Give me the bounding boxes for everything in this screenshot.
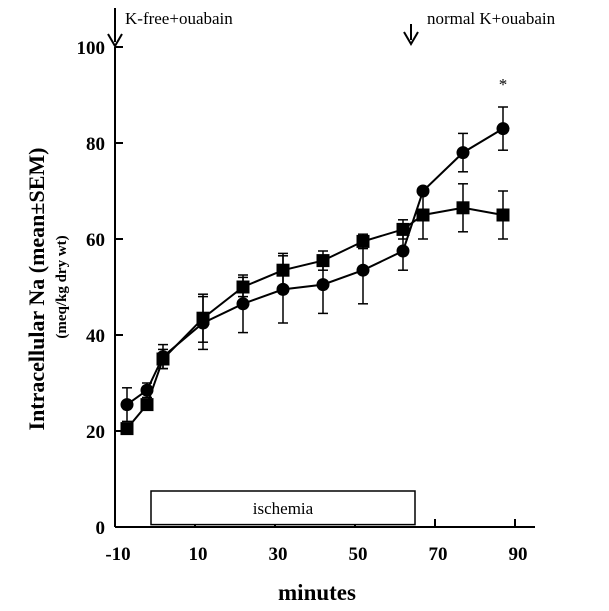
arrow-right-label: normal K+ouabain — [427, 9, 556, 28]
y-tick-label: 60 — [86, 230, 105, 251]
data-point-square — [316, 254, 330, 268]
series-1 — [120, 106, 510, 423]
data-point-square — [396, 222, 410, 236]
data-point-square — [236, 280, 250, 294]
series-group — [120, 106, 510, 436]
x-tick-label: 70 — [429, 544, 448, 565]
data-point-circle — [456, 146, 470, 160]
data-point-square — [156, 352, 170, 366]
data-point-square — [356, 234, 370, 248]
data-point-square — [196, 311, 210, 325]
y-axis-title-main: Intracellular Na (mean±SEM) — [24, 148, 49, 431]
data-point-square — [140, 398, 154, 412]
ischemia-bar — [150, 490, 416, 526]
x-tick-label: 30 — [269, 544, 288, 565]
ischemia-label: ischemia — [253, 499, 314, 518]
y-tick-label: 20 — [86, 422, 105, 443]
series-line — [126, 127, 504, 406]
y-tick-label: 80 — [86, 134, 105, 155]
y-tick-label: 100 — [77, 38, 106, 59]
tick-group: 0 20 40 60 80 100 -10 10 30 50 70 90 — [77, 38, 528, 565]
x-tick-label: 10 — [189, 544, 208, 565]
arrow-left-label: K-free+ouabain — [125, 9, 233, 28]
data-point-square — [496, 208, 510, 222]
significance-asterisk: * — [499, 75, 508, 94]
arrow-right-icon — [403, 24, 419, 46]
data-point-circle — [236, 297, 250, 311]
series-line — [126, 206, 504, 430]
arrow-head — [107, 33, 123, 48]
data-point-square — [276, 263, 290, 277]
x-axis-title: minutes — [278, 580, 356, 605]
data-point-circle — [396, 244, 410, 258]
y-tick-label: 0 — [96, 518, 106, 539]
data-point-square — [120, 422, 134, 436]
annotation-group: K-free+ouabain normal K+ouabain * — [107, 8, 556, 94]
data-point-circle — [316, 278, 330, 292]
data-point-square — [416, 208, 430, 222]
series-2 — [120, 183, 510, 436]
x-tick-label: 90 — [509, 544, 528, 565]
y-axis-title-sub: (meq/kg dry wt) — [54, 235, 70, 338]
data-point-square — [456, 201, 470, 215]
data-point-circle — [276, 282, 290, 296]
x-tick-label: 50 — [349, 544, 368, 565]
data-point-circle — [120, 398, 134, 412]
y-axis-title: Intracellular Na (mean±SEM) (meq/kg dry … — [24, 144, 70, 431]
data-point-circle — [356, 263, 370, 277]
ischemia-bar-group: ischemia — [150, 490, 416, 526]
arrow-head — [403, 31, 419, 46]
arrow-left-icon — [107, 8, 123, 48]
y-tick-label: 40 — [86, 326, 105, 347]
x-tick-label: -10 — [105, 544, 130, 565]
axes — [114, 47, 535, 528]
data-point-circle — [496, 122, 510, 136]
